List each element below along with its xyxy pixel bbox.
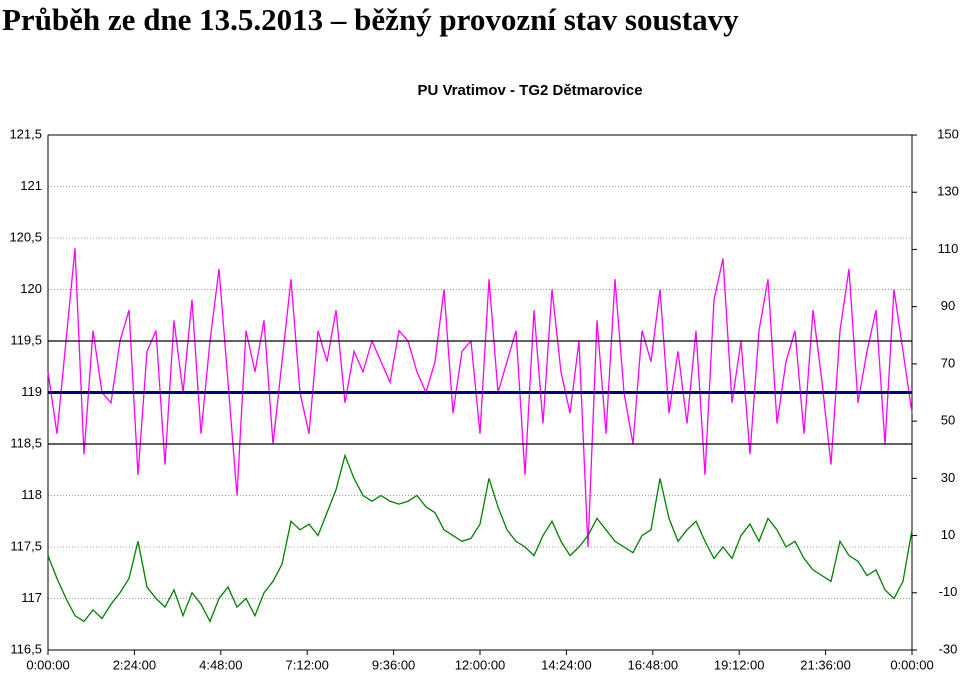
x-tick-label: 12:00:00: [455, 657, 506, 672]
chart-title: PU Vratimov - TG2 Dětmarovice: [417, 82, 642, 99]
y-tick-label: 119: [21, 384, 42, 399]
x-tick-label: 7:12:00: [286, 657, 329, 672]
x-tick-label: 0:00:00: [26, 657, 69, 672]
x-tick-label: 0:00:00: [890, 657, 933, 672]
y-tick-label: 121,5: [9, 126, 42, 141]
y-tick-label: 117: [21, 590, 42, 605]
page-heading: Průběh ze dne 13.5.2013 – běžný provozní…: [2, 2, 739, 37]
series-line: [47, 248, 913, 548]
y2-tick-label: 110: [938, 241, 959, 256]
y2-tick-label: 150: [937, 126, 959, 141]
y2-tick-label: 70: [941, 355, 955, 370]
y2-tick-label: -30: [939, 641, 958, 656]
y-tick-label: 121: [20, 178, 42, 193]
x-tick-label: 21:36:00: [800, 657, 851, 672]
x-tick-label: 14:24:00: [541, 657, 592, 672]
x-tick-label: 2:24:00: [113, 657, 156, 672]
y2-tick-label: 30: [941, 470, 955, 485]
x-tick-label: 4:48:00: [199, 657, 242, 672]
y-tick-label: 120: [20, 281, 42, 296]
y-tick-label: 118: [21, 487, 42, 502]
x-tick-label: 9:36:00: [372, 657, 415, 672]
y-tick-label: 118,5: [10, 435, 42, 450]
y2-tick-label: 10: [941, 527, 955, 542]
x-tick-label: 19:12:00: [714, 657, 765, 672]
y2-tick-label: 130: [937, 184, 959, 199]
y2-tick-label: 90: [941, 298, 955, 313]
y2-tick-label: 50: [941, 413, 955, 428]
y2-tick-label: -10: [939, 584, 958, 599]
y-tick-label: 120,5: [9, 229, 42, 244]
y-tick-label: 116,5: [10, 641, 42, 656]
series-line: [47, 453, 913, 623]
y-tick-label: 117,5: [10, 538, 42, 553]
y-tick-label: 119,5: [10, 332, 42, 347]
x-tick-label: 16:48:00: [627, 657, 678, 672]
